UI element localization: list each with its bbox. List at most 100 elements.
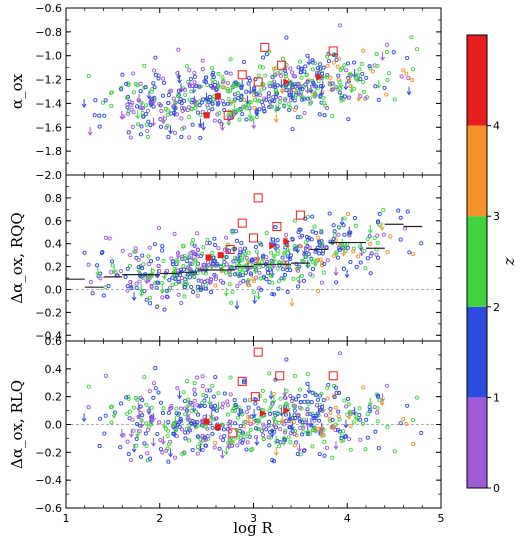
upper-limit-head [160, 440, 166, 445]
data-point [246, 103, 251, 108]
data-point [299, 273, 304, 278]
data-point [181, 244, 186, 249]
data-point [157, 420, 162, 425]
data-point [189, 408, 194, 414]
upper-limit-head [273, 118, 279, 123]
data-point [375, 410, 380, 415]
data-point [240, 412, 245, 417]
data-point [233, 255, 238, 260]
upper-limit-head [128, 284, 134, 289]
data-point [118, 268, 124, 274]
data-point [352, 86, 357, 91]
data-point [241, 437, 246, 442]
data-point [138, 81, 143, 86]
data-point [345, 245, 350, 250]
data-point [124, 95, 129, 100]
data-point [228, 392, 233, 397]
data-point [320, 251, 325, 256]
data-point [322, 453, 327, 458]
highlight-square [225, 244, 235, 254]
highlight-filled [203, 112, 210, 119]
data-point [290, 85, 295, 90]
data-point [334, 57, 339, 62]
data-point [153, 55, 158, 60]
data-point [372, 236, 377, 241]
data-point [288, 256, 293, 262]
data-point [206, 105, 211, 110]
data-point [284, 232, 289, 237]
data-point [241, 380, 246, 385]
data-point [86, 262, 91, 267]
data-point [108, 90, 114, 95]
upper-limit-head [346, 415, 352, 421]
data-point [346, 75, 351, 80]
data-point [143, 85, 148, 90]
data-point [234, 238, 240, 243]
upper-limit-head [296, 448, 302, 453]
data-point [358, 94, 363, 99]
data-point [320, 433, 325, 438]
data-point [275, 266, 280, 271]
colorbar-tick-label: 2 [493, 301, 500, 314]
data-point [374, 52, 379, 57]
data-point [92, 113, 97, 118]
upper-limit-head [162, 425, 167, 430]
data-point [341, 97, 346, 102]
data-point [268, 99, 273, 104]
data-point [257, 98, 262, 103]
data-point [348, 259, 353, 265]
data-point [149, 422, 154, 427]
data-point [332, 233, 337, 238]
data-point [269, 104, 275, 109]
data-point [200, 66, 205, 72]
data-point [330, 424, 335, 429]
data-point [145, 451, 150, 456]
data-point [331, 60, 336, 65]
data-point [167, 89, 172, 94]
data-point [170, 259, 175, 264]
data-point [110, 263, 115, 268]
data-point [310, 390, 315, 395]
data-point [373, 84, 378, 89]
data-point [200, 383, 205, 389]
y-tick-label: 0.0 [45, 283, 63, 296]
data-point [310, 428, 315, 433]
highlight-triangle [316, 73, 324, 81]
upper-limit-head [305, 89, 310, 94]
data-point [414, 395, 420, 400]
data-point [220, 85, 225, 90]
upper-limit-head [155, 274, 161, 279]
upper-limit-head [208, 414, 214, 420]
data-point [179, 276, 185, 281]
data-point [225, 403, 230, 408]
upper-limit-head [146, 278, 152, 284]
data-point [296, 276, 301, 281]
colorbar-segment [467, 306, 487, 398]
data-point [238, 424, 243, 429]
data-point [125, 283, 130, 289]
data-point [342, 94, 348, 99]
data-point [182, 106, 187, 111]
upper-limit-head [320, 85, 326, 90]
data-point [309, 257, 314, 262]
data-point [222, 247, 228, 252]
data-point [282, 430, 287, 435]
data-point [345, 396, 351, 401]
data-point [270, 75, 275, 80]
data-point [156, 76, 161, 81]
data-point [305, 399, 310, 404]
data-point [210, 431, 215, 436]
data-point [307, 411, 312, 416]
data-point [193, 102, 198, 108]
data-point [301, 448, 307, 453]
data-point [201, 262, 206, 267]
data-point [278, 73, 284, 78]
data-point [359, 62, 364, 67]
data-point [121, 433, 126, 438]
upper-limit-head [268, 405, 274, 410]
data-point [124, 395, 129, 400]
data-point [292, 373, 297, 378]
data-point [147, 389, 152, 394]
data-point [241, 420, 246, 426]
data-point [419, 430, 424, 436]
